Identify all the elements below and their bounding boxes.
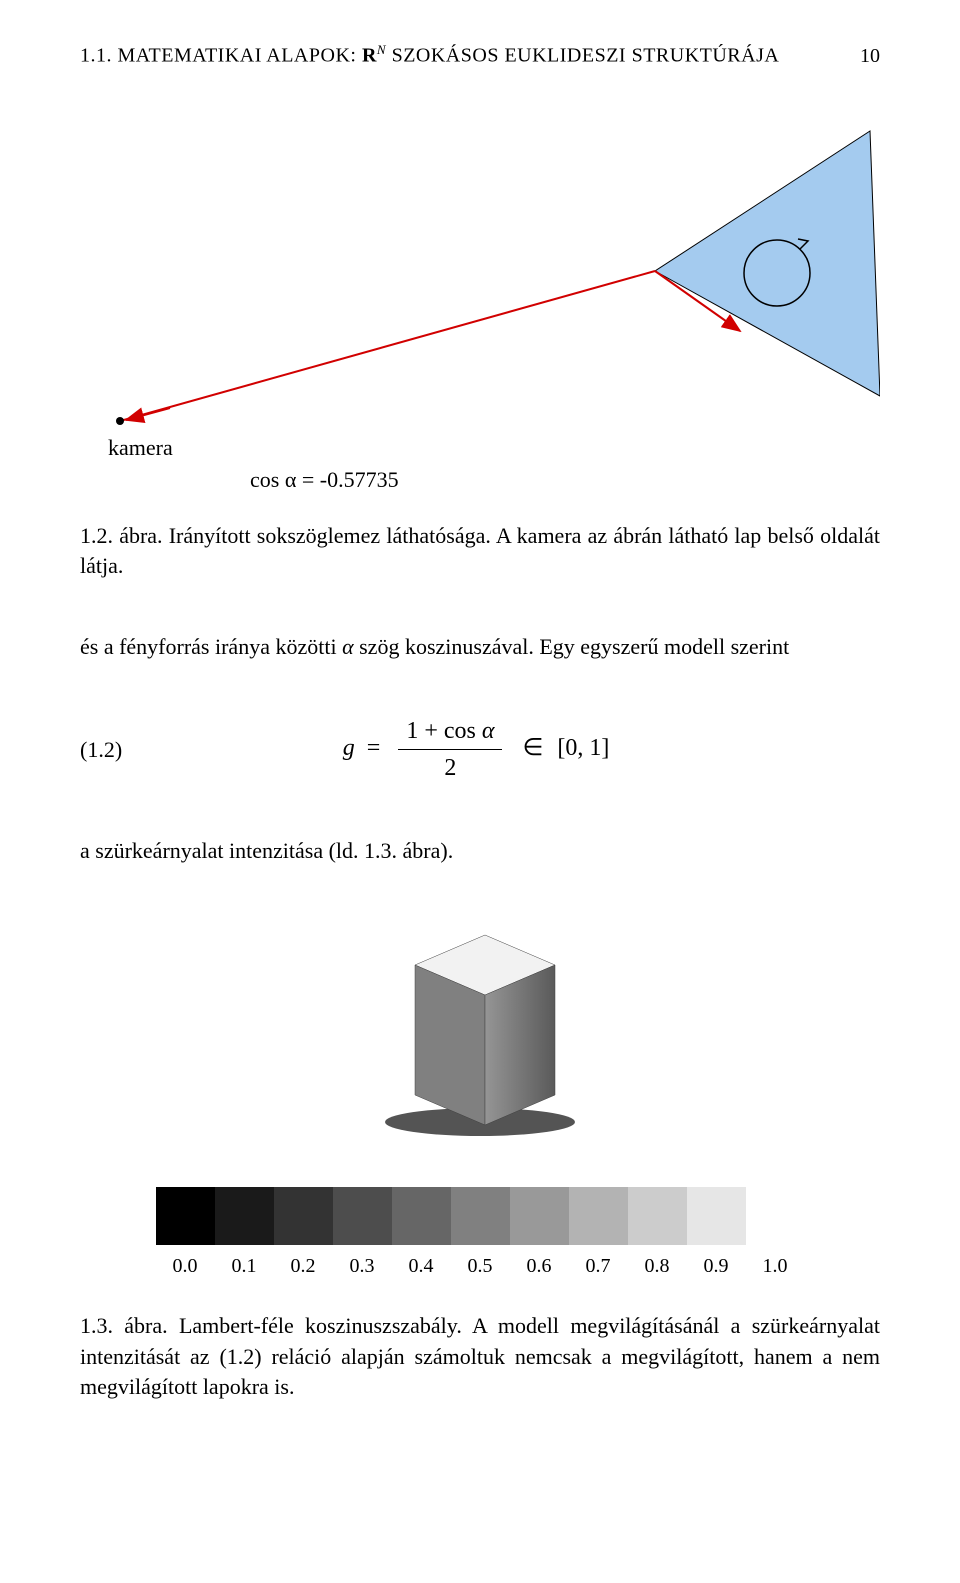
grey-swatch-label: 0.5 bbox=[451, 1251, 510, 1281]
cos-prefix: cos bbox=[250, 467, 285, 492]
camera-point bbox=[116, 417, 124, 425]
eq-equals: = bbox=[367, 735, 381, 761]
page-header: 1.1. MATEMATIKAI ALAPOK: RN SZOKÁSOS EUK… bbox=[80, 40, 880, 71]
grey-swatch bbox=[215, 1187, 274, 1245]
page-number: 10 bbox=[860, 41, 880, 71]
figure-1-svg bbox=[80, 111, 880, 471]
grey-swatch bbox=[628, 1187, 687, 1245]
header-text-1: 1.1. MATEMATIKAI ALAPOK: bbox=[80, 45, 356, 67]
equation-body: g = 1 + cos α 2 ∈ [0, 1] bbox=[122, 713, 830, 786]
alpha-inline: α bbox=[342, 634, 354, 659]
grey-swatch-label: 0.4 bbox=[392, 1251, 451, 1281]
body-paragraph-1: és a fényforrás iránya közötti α szög ko… bbox=[80, 632, 880, 663]
camera-arrow bbox=[126, 408, 170, 420]
grey-swatch bbox=[510, 1187, 569, 1245]
grey-swatch bbox=[392, 1187, 451, 1245]
cube-svg bbox=[360, 907, 600, 1147]
triangle-shape bbox=[655, 131, 880, 396]
grey-swatch-label: 0.1 bbox=[215, 1251, 274, 1281]
cos-value: = -0.57735 bbox=[296, 467, 398, 492]
grey-swatch-label: 0.0 bbox=[156, 1251, 215, 1281]
eq-range: [0, 1] bbox=[557, 735, 609, 761]
alpha-symbol: α bbox=[285, 467, 297, 492]
camera-ray-line bbox=[120, 271, 655, 421]
grey-swatch-label: 0.2 bbox=[274, 1251, 333, 1281]
cube-container bbox=[80, 907, 880, 1147]
figure-2-container: 0.00.10.20.30.40.50.60.70.80.91.0 bbox=[80, 907, 880, 1281]
header-section-title: 1.1. MATEMATIKAI ALAPOK: RN SZOKÁSOS EUK… bbox=[80, 40, 779, 71]
grey-swatch bbox=[687, 1187, 746, 1245]
figure-2-caption: 1.3. ábra. Lambert-féle koszinuszszabály… bbox=[80, 1311, 880, 1403]
grey-swatch bbox=[274, 1187, 333, 1245]
eq-numerator: 1 + cos α bbox=[398, 713, 502, 750]
grey-swatch-label: 0.6 bbox=[510, 1251, 569, 1281]
figure-1-container: kamera cos α = -0.57735 bbox=[80, 111, 880, 491]
body1-after: szög koszinuszával. Egy egyszerű modell … bbox=[354, 634, 790, 659]
greyscale-swatches bbox=[80, 1187, 880, 1245]
grey-swatch bbox=[569, 1187, 628, 1245]
eq-denominator: 2 bbox=[398, 750, 502, 786]
grey-swatch bbox=[156, 1187, 215, 1245]
equation-number: (1.2) bbox=[80, 733, 122, 766]
greyscale-labels: 0.00.10.20.30.40.50.60.70.80.91.0 bbox=[80, 1251, 880, 1281]
cos-alpha-value: cos α = -0.57735 bbox=[250, 463, 399, 496]
header-superscript: N bbox=[377, 42, 386, 57]
body-paragraph-2: a szürkeárnyalat intenzitása (ld. 1.3. á… bbox=[80, 836, 880, 867]
header-text-2: SZOKÁSOS EUKLIDESZI STRUKTÚRÁJA bbox=[386, 45, 779, 67]
grey-swatch-label: 0.9 bbox=[687, 1251, 746, 1281]
grey-swatch-label: 1.0 bbox=[746, 1251, 805, 1281]
eq-g: g bbox=[343, 735, 355, 761]
grey-swatch-label: 0.3 bbox=[333, 1251, 392, 1281]
header-bold-R: R bbox=[362, 45, 377, 67]
grey-swatch-label: 0.8 bbox=[628, 1251, 687, 1281]
grey-swatch-label: 0.7 bbox=[569, 1251, 628, 1281]
grey-swatch bbox=[746, 1187, 805, 1245]
eq-fraction: 1 + cos α 2 bbox=[398, 713, 502, 786]
camera-label: kamera bbox=[108, 431, 173, 464]
figure-1-caption: 1.2. ábra. Irányított sokszöglemez látha… bbox=[80, 521, 880, 583]
eq-in: ∈ bbox=[522, 735, 543, 761]
grey-swatch bbox=[451, 1187, 510, 1245]
body1-before: és a fényforrás iránya közötti bbox=[80, 634, 342, 659]
equation-1-2: (1.2) g = 1 + cos α 2 ∈ [0, 1] bbox=[80, 713, 880, 786]
grey-swatch bbox=[333, 1187, 392, 1245]
